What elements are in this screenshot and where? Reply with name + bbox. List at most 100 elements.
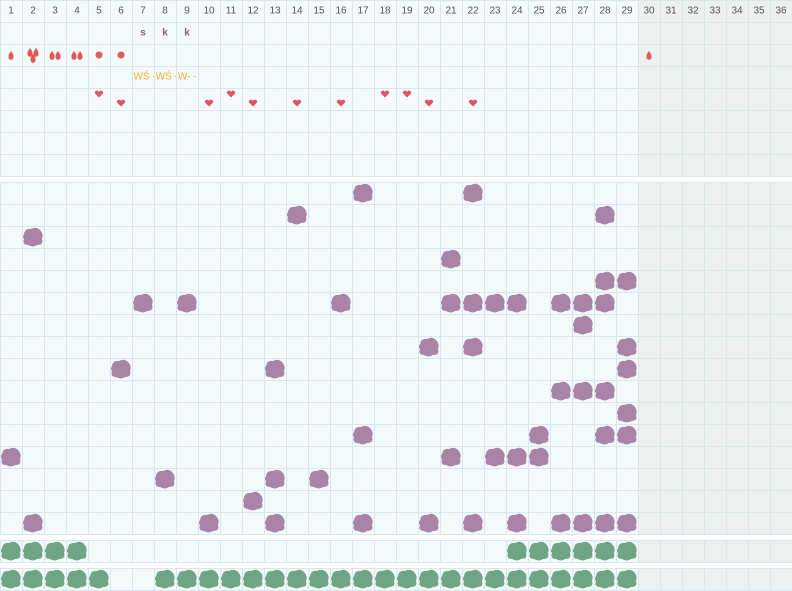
drop bbox=[30, 54, 36, 63]
day-number: 9 bbox=[184, 6, 190, 17]
day-number: 35 bbox=[753, 6, 765, 17]
blob bbox=[485, 569, 505, 589]
blob bbox=[507, 569, 527, 589]
blob bbox=[23, 541, 43, 561]
blob bbox=[265, 569, 285, 589]
day-number: 15 bbox=[313, 6, 325, 17]
blob bbox=[441, 249, 461, 269]
blob bbox=[485, 293, 505, 313]
day-number: 25 bbox=[533, 6, 545, 17]
blob bbox=[573, 315, 593, 335]
blob bbox=[419, 569, 439, 589]
blob bbox=[463, 513, 483, 533]
day-number: 31 bbox=[665, 6, 677, 17]
heart bbox=[226, 90, 236, 98]
blob bbox=[45, 541, 65, 561]
heart bbox=[248, 99, 258, 107]
dot bbox=[117, 51, 125, 59]
blob bbox=[617, 359, 637, 379]
blob bbox=[551, 541, 571, 561]
blob bbox=[573, 293, 593, 313]
day-number: 22 bbox=[467, 6, 479, 17]
day-number: 29 bbox=[621, 6, 633, 17]
blob bbox=[23, 569, 43, 589]
heart bbox=[94, 90, 104, 98]
blob bbox=[375, 569, 395, 589]
day-number: 33 bbox=[709, 6, 721, 17]
heart bbox=[204, 99, 214, 107]
blob bbox=[243, 491, 263, 511]
blob bbox=[573, 541, 593, 561]
blob bbox=[551, 381, 571, 401]
blob bbox=[111, 359, 131, 379]
blob bbox=[67, 541, 87, 561]
blob bbox=[573, 513, 593, 533]
heart bbox=[336, 99, 346, 107]
day-number: 11 bbox=[226, 6, 237, 17]
blob bbox=[155, 569, 175, 589]
heart bbox=[402, 90, 412, 98]
day-number: 30 bbox=[643, 6, 655, 17]
blob bbox=[23, 227, 43, 247]
letter: k bbox=[184, 28, 190, 39]
blob bbox=[353, 569, 373, 589]
drop bbox=[49, 51, 55, 60]
blob bbox=[529, 425, 549, 445]
blob bbox=[397, 569, 417, 589]
blob bbox=[155, 469, 175, 489]
blob bbox=[1, 447, 21, 467]
blob bbox=[595, 541, 615, 561]
day-number: 17 bbox=[357, 6, 369, 17]
blob bbox=[67, 569, 87, 589]
blob bbox=[133, 293, 153, 313]
blob bbox=[463, 183, 483, 203]
blob bbox=[331, 293, 351, 313]
blob bbox=[265, 469, 285, 489]
drop bbox=[77, 51, 83, 60]
separator bbox=[0, 534, 792, 540]
blob bbox=[507, 513, 527, 533]
day-number: 27 bbox=[577, 6, 589, 17]
blob bbox=[353, 425, 373, 445]
blob bbox=[331, 569, 351, 589]
heart bbox=[424, 99, 434, 107]
blob bbox=[617, 425, 637, 445]
blob bbox=[221, 569, 241, 589]
blob bbox=[1, 569, 21, 589]
blob bbox=[441, 447, 461, 467]
day-number: 32 bbox=[687, 6, 699, 17]
blob bbox=[45, 569, 65, 589]
blob bbox=[309, 469, 329, 489]
blob bbox=[595, 569, 615, 589]
drop bbox=[646, 51, 652, 60]
drop bbox=[27, 48, 33, 57]
blob bbox=[287, 569, 307, 589]
letter: s bbox=[140, 28, 146, 39]
day-number: 5 bbox=[96, 6, 102, 17]
blob bbox=[529, 541, 549, 561]
blob bbox=[595, 205, 615, 225]
blob bbox=[243, 569, 263, 589]
blob bbox=[441, 293, 461, 313]
heart bbox=[292, 99, 302, 107]
blob bbox=[485, 447, 505, 467]
separator bbox=[0, 176, 792, 182]
blob bbox=[595, 381, 615, 401]
blob bbox=[617, 569, 637, 589]
day-number: 6 bbox=[118, 6, 124, 17]
blob bbox=[177, 569, 197, 589]
note: WŚ -WŚ -W- - bbox=[133, 70, 196, 83]
day-number: 20 bbox=[423, 6, 435, 17]
blob bbox=[199, 513, 219, 533]
blob bbox=[463, 569, 483, 589]
day-number: 18 bbox=[379, 6, 391, 17]
blob bbox=[551, 569, 571, 589]
drop bbox=[33, 48, 39, 57]
blob bbox=[507, 447, 527, 467]
blob bbox=[507, 541, 527, 561]
blob bbox=[573, 569, 593, 589]
day-number: 28 bbox=[599, 6, 611, 17]
blob bbox=[595, 293, 615, 313]
day-number: 23 bbox=[489, 6, 501, 17]
day-number: 1 bbox=[8, 6, 14, 17]
